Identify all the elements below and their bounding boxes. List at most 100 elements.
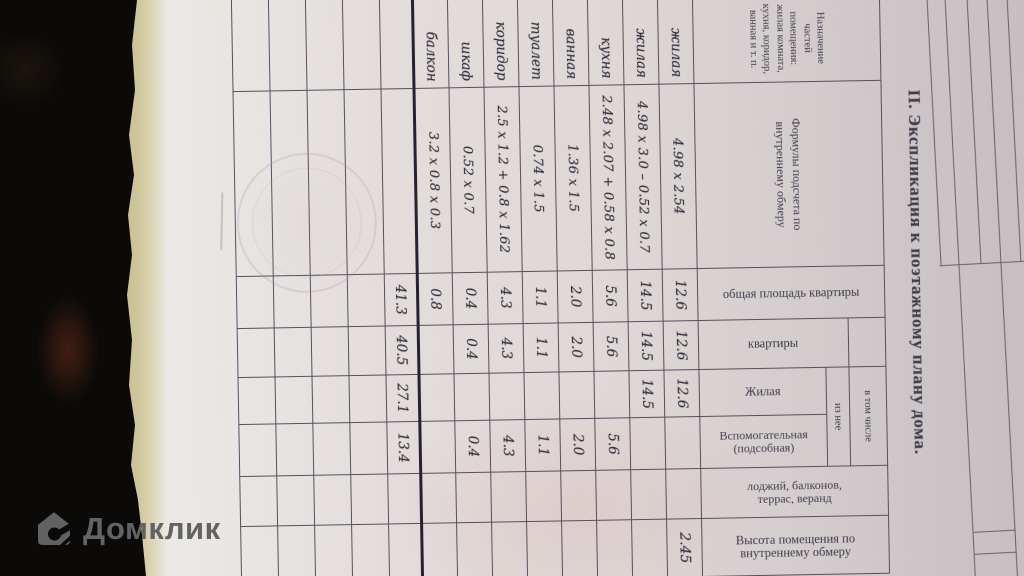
- header-height: Высота помещения по внутреннему обмеру: [701, 515, 890, 576]
- cell-formula: 4.98 х 2.54: [658, 83, 698, 270]
- cell-total: 1.1: [522, 270, 559, 324]
- cell-name: [231, 0, 271, 92]
- cell-height: [388, 523, 423, 576]
- pencil-mark: [220, 192, 224, 251]
- document-page: II. Экспликация к поэтажному плану дома.…: [133, 0, 1024, 576]
- cell-auxiliary: [349, 421, 388, 475]
- header-balconies: лоджий, балконов, террас, веранд: [700, 465, 889, 519]
- table-line: [941, 0, 979, 576]
- cell-balconies: [276, 475, 315, 526]
- cell-auxiliary: 1.1: [524, 418, 561, 472]
- cell-name: коридор: [482, 0, 519, 88]
- watermark-text: Домклик: [83, 511, 221, 546]
- cell-height: [561, 520, 598, 576]
- cell-total: [347, 274, 386, 327]
- cell-name: [268, 0, 308, 91]
- previous-section-lines: [914, 0, 1024, 576]
- cell-balconies: [239, 475, 278, 527]
- cell-living: [311, 375, 350, 424]
- cell-total: 12.6: [662, 268, 699, 322]
- cell-formula: 4.98 х 3.0 – 0.52 х 0.7: [623, 84, 663, 270]
- cell-formula: 2.48 х 2.07 + 0.58 х 0.8: [588, 84, 628, 271]
- cell-name: [305, 0, 345, 91]
- cell-name: кухня: [587, 0, 624, 86]
- table-line: [963, 0, 982, 264]
- cell-apartment: 1.1: [523, 322, 559, 373]
- cell-height: [240, 525, 279, 576]
- cell-balconies: [420, 472, 457, 524]
- cell-balconies: [350, 473, 389, 525]
- cell-total: 2.0: [557, 270, 594, 323]
- cell-formula: 0.52 х 0.7: [448, 87, 488, 273]
- cell-height: [456, 522, 493, 576]
- cell-balconies: [595, 469, 632, 521]
- dark-background: [0, 0, 146, 576]
- cell-name: [342, 0, 381, 90]
- cell-auxiliary: 0.4: [454, 420, 491, 473]
- cell-living: 12.6: [663, 369, 700, 418]
- cell-living: [275, 376, 313, 424]
- cell-balconies: [525, 470, 562, 522]
- table-line: [1003, 0, 1022, 262]
- cell-total: 4.3: [487, 271, 524, 325]
- cell-height: [526, 520, 563, 576]
- table-line: [974, 551, 1017, 555]
- cell-formula: 3.2 х 0.8 х 0.3: [413, 87, 453, 274]
- cell-name: балкон: [412, 0, 449, 89]
- cell-height: [314, 524, 353, 576]
- cell-height: [491, 521, 528, 576]
- cell-auxiliary: [275, 423, 314, 476]
- header-apartment-spacer: [848, 317, 886, 367]
- cell-total: [236, 275, 275, 329]
- header-purpose: Назначение частей помещения: жилая комна…: [692, 0, 881, 84]
- cell-total: 14.5: [627, 269, 664, 322]
- cell-balconies: [490, 471, 527, 523]
- cell-auxiliary: [238, 423, 277, 477]
- table-line: [983, 0, 1021, 576]
- cell-height: [351, 523, 390, 576]
- cell-apartment: [311, 326, 349, 377]
- cell-living: [418, 373, 455, 422]
- cell-balconies: [665, 468, 702, 520]
- header-apartment-area: квартиры: [698, 317, 849, 370]
- cell-height: [277, 525, 316, 576]
- house-logo-icon: [38, 512, 72, 545]
- cell-name: [379, 0, 414, 90]
- cell-apartment: 40.5: [385, 325, 419, 375]
- cell-apartment: 4.3: [488, 323, 524, 374]
- cell-apartment: 5.6: [593, 321, 629, 372]
- cell-height: 2.45: [666, 518, 703, 576]
- header-living: Жилая: [698, 367, 827, 417]
- table-line: [939, 260, 1024, 267]
- cell-living: [593, 370, 630, 419]
- cell-apartment: [237, 327, 276, 378]
- cell-living: [523, 371, 560, 420]
- cell-total: 0.8: [417, 272, 454, 326]
- cell-name: ванная: [552, 0, 589, 87]
- cell-auxiliary: 2.0: [559, 418, 596, 471]
- cell-apartment: [348, 325, 386, 376]
- cell-living: [238, 376, 276, 425]
- cell-name: шкаф: [447, 0, 484, 88]
- cell-auxiliary: 5.6: [594, 417, 631, 471]
- cell-name: туалет: [517, 0, 554, 87]
- cell-auxiliary: 13.4: [386, 421, 421, 474]
- header-formulas: Формулы подсчета по внутреннему обмеру: [693, 80, 885, 269]
- cell-total: 5.6: [592, 269, 629, 323]
- cell-living: [348, 374, 387, 423]
- cell-name: жилая: [622, 0, 659, 85]
- cell-balconies: [387, 473, 422, 524]
- cell-height: [631, 519, 668, 576]
- header-of-which: из нее: [825, 366, 851, 467]
- table-line: [973, 529, 1016, 533]
- watermark: Домклик: [34, 509, 221, 549]
- cell-living: 27.1: [385, 374, 420, 422]
- cell-apartment: [418, 324, 454, 375]
- cell-formula: 2.5 х 1.2 + 0.8 х 1.62: [483, 86, 523, 273]
- cell-balconies: [313, 474, 352, 526]
- cell-auxiliary: [419, 420, 456, 474]
- cell-height: [596, 519, 633, 576]
- cell-apartment: 14.5: [628, 321, 664, 371]
- cell-formula: 1.36 х 1.5: [553, 85, 593, 271]
